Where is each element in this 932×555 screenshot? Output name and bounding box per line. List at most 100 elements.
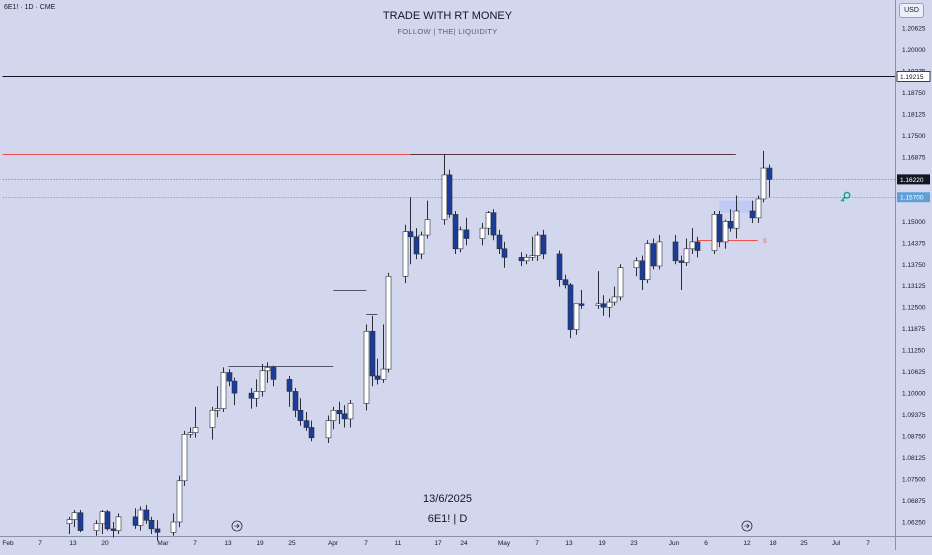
candle-body <box>633 260 640 268</box>
price-tick-label: 1.18750 <box>902 90 926 97</box>
time-tick-label: 18 <box>769 540 777 547</box>
candle-body <box>407 231 414 238</box>
candle-body <box>413 236 420 255</box>
candle-body <box>77 512 84 531</box>
candle-body <box>93 523 100 531</box>
candle-body <box>496 234 503 250</box>
candle-body <box>727 221 734 229</box>
candle-body <box>115 516 122 531</box>
price-label-text: 1.15700 <box>900 195 924 202</box>
candle-body <box>650 243 657 267</box>
candle-body <box>374 375 381 380</box>
time-tick-label: 7 <box>38 540 42 547</box>
candle-body <box>176 480 183 523</box>
candle-body <box>595 303 602 306</box>
price-tick-label: 1.12500 <box>902 305 926 312</box>
candle-body <box>479 227 486 239</box>
candle-body <box>452 214 459 250</box>
time-tick-label: 24 <box>460 540 468 547</box>
price-tick-label: 1.08125 <box>902 455 926 462</box>
candle-body <box>485 212 492 229</box>
candle-body <box>760 167 767 200</box>
price-label-text: 1.19215 <box>900 74 924 81</box>
candle-body <box>755 198 762 219</box>
time-tick-label: 6 <box>704 540 708 547</box>
time-tick-label: 11 <box>395 540 402 547</box>
price-tick-label: 1.09375 <box>902 412 926 419</box>
candle-body <box>490 212 497 236</box>
event-icon-arrow <box>234 523 240 529</box>
candle-body <box>104 511 111 530</box>
candle-body <box>341 413 348 420</box>
candle-body <box>137 509 144 526</box>
time-tick-label: 7 <box>535 540 539 547</box>
time-tick-label: 7 <box>364 540 368 547</box>
price-tick-label: 1.18125 <box>902 111 926 118</box>
price-tick-label: 1.16875 <box>902 154 926 161</box>
candle-body <box>209 410 216 428</box>
candle-body <box>683 248 690 263</box>
candle-body <box>336 410 343 415</box>
candle-body <box>578 303 585 306</box>
price-label-box <box>897 174 930 185</box>
candle-body <box>606 301 613 308</box>
candle-body <box>170 521 177 533</box>
candle-body <box>689 241 696 250</box>
price-tick-label: 1.13125 <box>902 283 926 290</box>
currency-button[interactable]: USD <box>899 3 924 18</box>
time-tick-label: Apr <box>328 540 339 547</box>
watermark-date: 13/6/2025 <box>423 493 472 505</box>
price-label-box <box>897 192 930 203</box>
candle-body <box>446 174 453 215</box>
candle-body <box>303 420 310 428</box>
candle-body <box>534 234 541 256</box>
key-icon[interactable] <box>840 191 851 202</box>
time-tick-label: 25 <box>288 540 296 547</box>
candle-body <box>711 214 718 251</box>
candle-body <box>220 372 227 409</box>
watermark-symbol: 6E1! | D <box>427 513 468 525</box>
candle-body <box>672 241 679 262</box>
candle-body <box>363 330 370 404</box>
candle-body <box>716 214 723 243</box>
time-tick-label: 7 <box>866 540 870 547</box>
candle-body <box>418 234 425 255</box>
candle-body <box>181 434 188 482</box>
candle-body <box>292 391 299 411</box>
candle-body <box>325 420 332 439</box>
candle-body <box>441 174 448 220</box>
candle-body <box>556 253 563 281</box>
candle-body <box>402 231 409 277</box>
time-tick-label: 19 <box>256 540 264 547</box>
time-tick-label: 17 <box>434 540 442 547</box>
candle-body <box>457 229 464 250</box>
time-tick-label: Jul <box>832 540 841 547</box>
candle-body <box>501 248 508 258</box>
candle-body <box>424 219 431 236</box>
price-tick-label: 1.15000 <box>902 219 926 226</box>
supply-zone <box>719 200 758 213</box>
price-tick-label: 1.08750 <box>902 434 926 441</box>
symbol-label: 6E1! · 1D · CME <box>4 4 56 11</box>
price-tick-label: 1.17500 <box>902 133 926 140</box>
event-icon <box>231 520 243 532</box>
candle-body <box>214 408 221 411</box>
candle-body <box>523 257 530 262</box>
candle-body <box>766 167 773 180</box>
candle-body <box>253 391 260 399</box>
candle-body <box>573 303 580 330</box>
candle-body <box>611 296 618 303</box>
candle-body <box>286 379 293 392</box>
candle-body <box>308 427 315 439</box>
price-tick-label: 1.10000 <box>902 391 926 398</box>
candle-body <box>71 512 78 520</box>
time-tick-label: Jun <box>669 540 680 547</box>
candle-body <box>187 432 194 435</box>
event-icon-arrow <box>744 523 750 529</box>
price-tick-label: 1.06250 <box>902 520 926 527</box>
candle-body <box>380 368 387 380</box>
marker-s-label: S <box>763 239 767 245</box>
price-tick-label: 1.14375 <box>902 240 926 247</box>
